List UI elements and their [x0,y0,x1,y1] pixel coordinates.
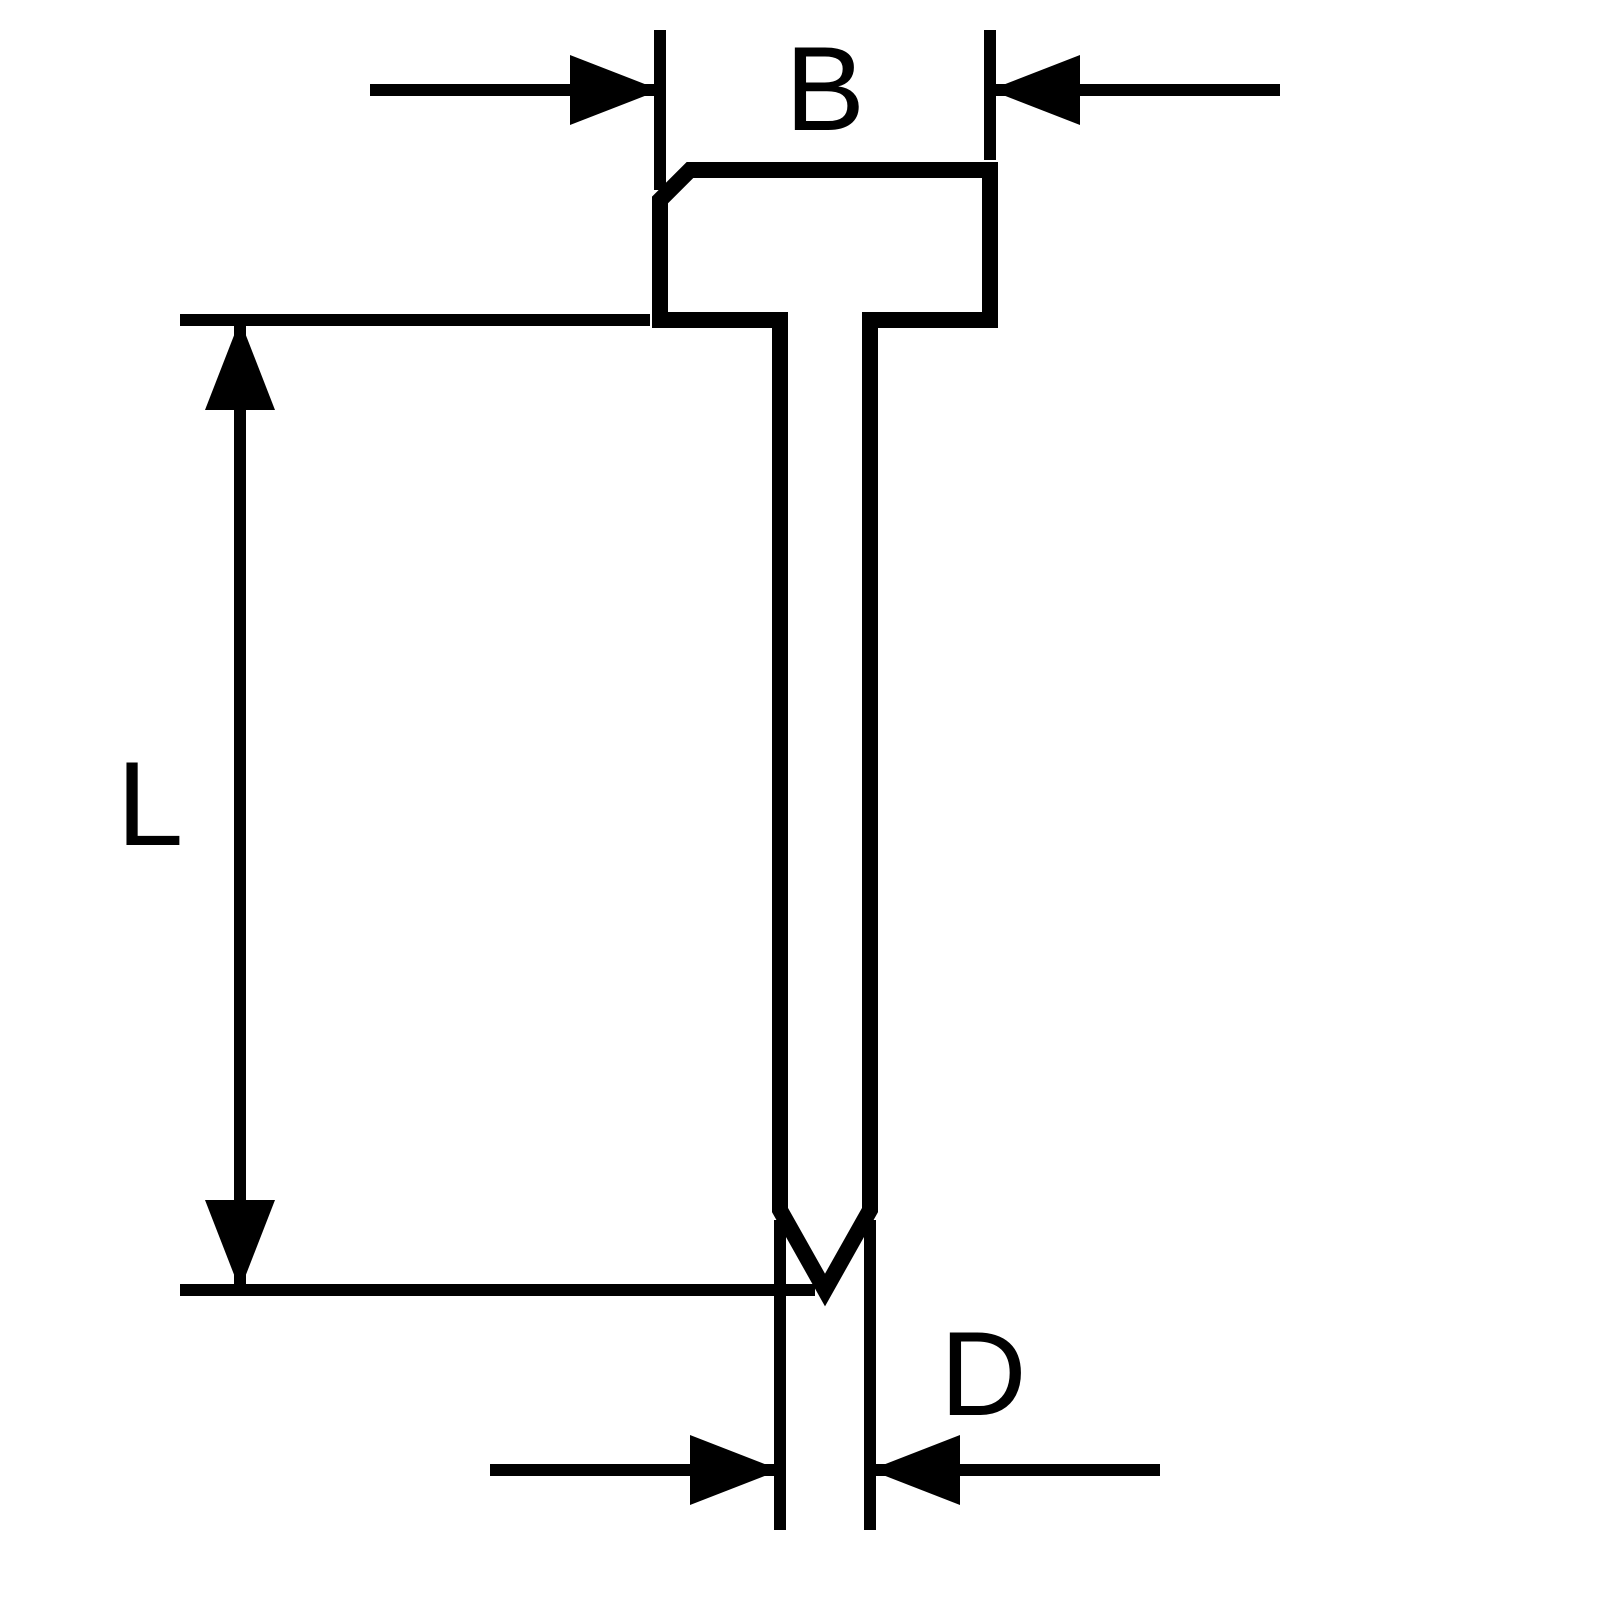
dim-d-label: D [940,1307,1027,1441]
dim-b-arrow-left [570,55,660,125]
dim-d-arrow-right [870,1435,960,1505]
dim-d-arrow-left [690,1435,780,1505]
nail-dimension-diagram: B L D [0,0,1600,1600]
dim-l-label: L [117,737,184,871]
dim-b-label: B [785,22,865,156]
nail-outline [660,170,990,1290]
dim-b-arrow-right [990,55,1080,125]
dim-l-arrow-top [205,320,275,410]
dim-l-arrow-bottom [205,1200,275,1290]
